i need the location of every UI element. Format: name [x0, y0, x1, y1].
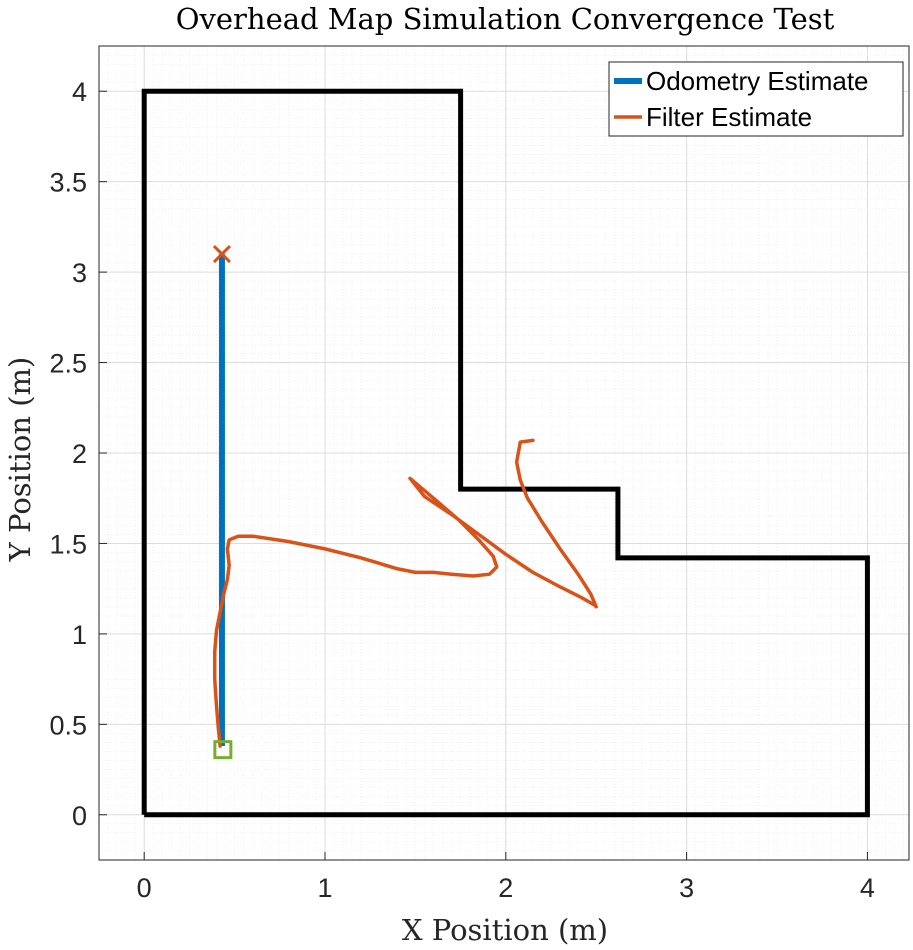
- legend-label-odometry-estimate: Odometry Estimate: [646, 66, 869, 96]
- x-tick-label: 4: [860, 873, 875, 903]
- x-tick-label: 3: [679, 873, 694, 903]
- end-marker-stroke: [212, 244, 232, 264]
- y-axis-label: Y Position (m): [3, 357, 37, 563]
- map-outline: [141, 88, 870, 818]
- x-tick-label: 2: [498, 873, 513, 903]
- y-tick-label: 1.5: [49, 529, 87, 559]
- y-tick-label: 2: [72, 439, 87, 469]
- y-tick-label: 3.5: [49, 168, 87, 198]
- legend-box: [608, 61, 904, 137]
- x-axis-label: X Position (m): [402, 913, 608, 947]
- y-tick-label: 3: [72, 258, 87, 288]
- end-marker-x: [212, 244, 232, 264]
- legend: Odometry Estimate Filter Estimate: [608, 61, 904, 137]
- x-tick-label: 1: [317, 873, 332, 903]
- y-axis-ticks: 0 0.5 1 1.5 2 2.5 3 3.5 4: [49, 77, 107, 831]
- y-tick-label: 0.5: [49, 710, 87, 740]
- y-tick-label: 1: [72, 620, 87, 650]
- y-tick-label: 0: [72, 801, 87, 831]
- chart-title: Overhead Map Simulation Convergence Test: [176, 2, 835, 36]
- y-tick-label: 4: [72, 77, 87, 107]
- x-axis-ticks: 0 1 2 3 4: [137, 852, 875, 903]
- start-marker-square: [213, 740, 233, 760]
- y-tick-label: 2.5: [49, 349, 87, 379]
- x-tick-label: 0: [137, 873, 152, 903]
- legend-label-filter-estimate: Filter Estimate: [646, 102, 812, 132]
- series-filter-estimate-line: [212, 438, 598, 748]
